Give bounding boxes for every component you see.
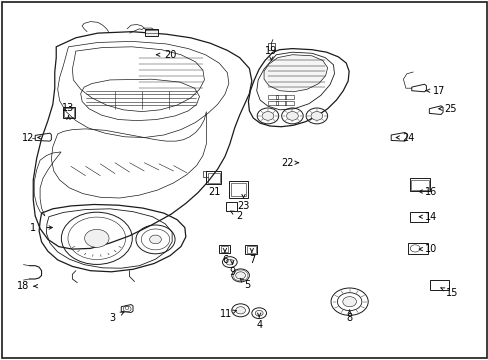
Text: 3: 3	[109, 312, 115, 323]
Bar	[225, 202, 236, 211]
Text: 7: 7	[248, 255, 254, 265]
Text: 15: 15	[445, 288, 458, 298]
Circle shape	[235, 272, 245, 279]
Text: 13: 13	[62, 103, 75, 113]
Bar	[64, 108, 74, 117]
Bar	[409, 212, 427, 222]
Text: 20: 20	[163, 50, 176, 60]
Circle shape	[286, 112, 298, 120]
Text: 8: 8	[346, 312, 352, 323]
Circle shape	[262, 112, 273, 120]
Bar	[144, 30, 158, 33]
Circle shape	[149, 235, 161, 244]
Circle shape	[310, 112, 322, 120]
Bar	[410, 180, 428, 190]
Bar	[409, 178, 429, 191]
Text: 11: 11	[219, 309, 232, 319]
Bar	[220, 246, 228, 252]
Bar	[207, 173, 219, 183]
Circle shape	[225, 259, 233, 265]
Bar	[219, 245, 229, 253]
Bar	[267, 43, 274, 50]
Bar	[228, 181, 248, 198]
Text: 2: 2	[236, 211, 242, 221]
Text: 17: 17	[432, 86, 445, 96]
Text: 9: 9	[229, 267, 235, 277]
Polygon shape	[264, 55, 327, 92]
Text: 24: 24	[401, 132, 414, 143]
Bar	[245, 245, 257, 254]
Circle shape	[255, 310, 263, 316]
Bar	[230, 183, 246, 196]
Circle shape	[235, 307, 245, 314]
Bar	[284, 95, 294, 99]
Bar	[267, 95, 277, 99]
Bar	[276, 101, 285, 105]
Bar	[246, 246, 255, 253]
Circle shape	[84, 229, 109, 247]
Bar	[267, 101, 277, 105]
Bar	[206, 171, 221, 184]
Text: 5: 5	[244, 280, 249, 290]
Text: 1: 1	[30, 222, 36, 233]
Text: 18: 18	[17, 281, 30, 291]
Bar	[276, 95, 285, 99]
Bar	[429, 280, 448, 290]
Bar	[62, 107, 75, 118]
Bar	[284, 101, 294, 105]
Text: 21: 21	[207, 186, 220, 197]
Bar	[407, 243, 427, 254]
Text: O: O	[125, 306, 129, 311]
Text: 12: 12	[22, 132, 35, 143]
Text: 10: 10	[424, 244, 437, 254]
Text: 22: 22	[281, 158, 293, 168]
Text: 23: 23	[237, 201, 249, 211]
Text: 4: 4	[256, 320, 262, 330]
Text: 14: 14	[424, 212, 437, 222]
Text: 16: 16	[424, 186, 437, 197]
Circle shape	[342, 297, 356, 307]
Bar	[144, 29, 158, 36]
Text: 6: 6	[222, 255, 227, 265]
Text: 19: 19	[264, 46, 277, 56]
Text: 25: 25	[444, 104, 456, 114]
